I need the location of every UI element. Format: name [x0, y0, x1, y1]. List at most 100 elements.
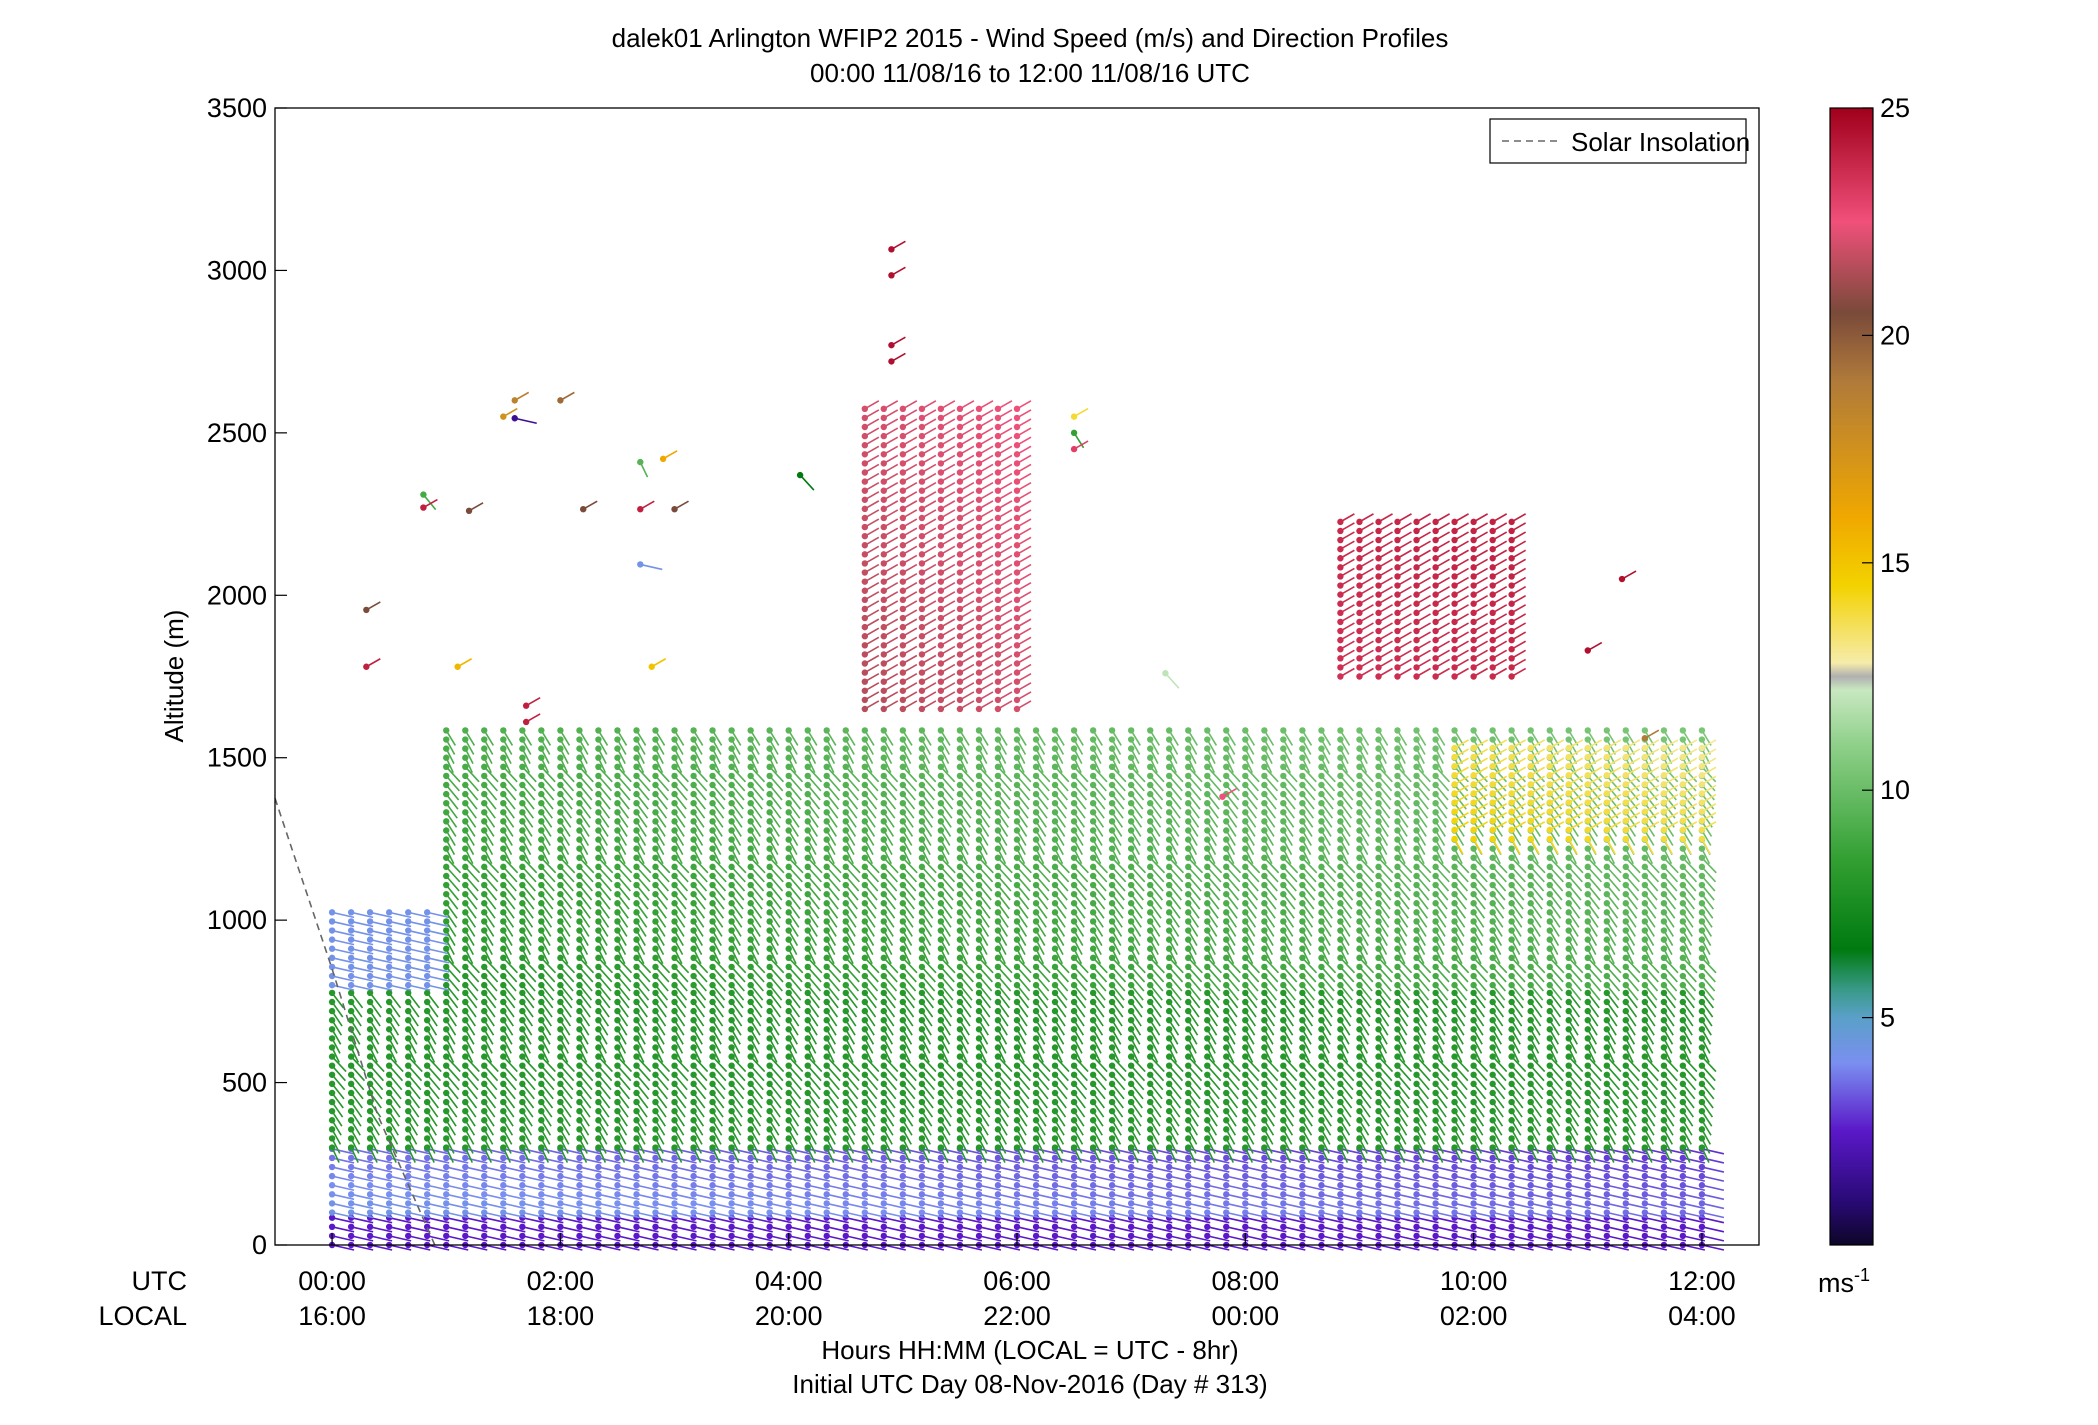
- wind-barb-staff: [1416, 1148, 1439, 1155]
- wind-barb-point: [1147, 1107, 1154, 1115]
- wind-barb-point: [462, 827, 469, 834]
- wind-barb-staff: [693, 1157, 716, 1164]
- wind-barb-point: [1280, 1154, 1287, 1162]
- wind-barb-point: [1641, 1154, 1649, 1162]
- wind-barb-staff: [408, 1202, 431, 1210]
- wind-barb-point: [538, 818, 545, 825]
- wind-barb-point: [842, 998, 849, 1006]
- wind-barb-staff: [388, 1202, 412, 1210]
- wind-barb-point: [595, 827, 602, 834]
- wind-barb-staff: [598, 1244, 621, 1251]
- wind-barb-point: [347, 909, 355, 916]
- wind-barb-point: [1185, 1026, 1192, 1033]
- wind-barb-point: [1432, 1126, 1439, 1133]
- wind-barb-point: [519, 963, 526, 971]
- wind-barb-staff: [1016, 1065, 1031, 1082]
- wind-barb-point: [1394, 998, 1401, 1006]
- wind-barb-point: [385, 1035, 393, 1042]
- wind-barb-point: [1299, 1191, 1306, 1198]
- wind-barb-point: [747, 1182, 754, 1189]
- wind-barb-point: [366, 1209, 374, 1216]
- wind-barb-point: [462, 1044, 469, 1051]
- wind-barb-point: [918, 1098, 926, 1106]
- wind-barb-staff: [1187, 1065, 1203, 1082]
- wind-barb-point: [880, 1209, 887, 1216]
- wind-barb-point: [1223, 1191, 1230, 1198]
- wind-barb-point: [709, 1089, 716, 1097]
- wind-barb-staff: [1625, 1244, 1648, 1251]
- wind-barb-point: [690, 1163, 697, 1171]
- wind-barb-point: [842, 1172, 849, 1180]
- wind-barb-point: [1223, 1044, 1230, 1051]
- wind-barb-point: [481, 845, 488, 852]
- wind-barb-point: [1660, 1126, 1668, 1133]
- wind-barb-staff: [503, 1202, 526, 1210]
- wind-barb-point: [937, 1053, 945, 1060]
- wind-barb-point: [1641, 1007, 1649, 1015]
- wind-barb-point: [519, 1126, 526, 1133]
- wind-barb-point: [728, 1135, 735, 1142]
- wind-barb-point: [614, 1135, 621, 1142]
- wind-barb-point: [500, 1117, 507, 1124]
- wind-barb-point: [690, 1089, 697, 1097]
- wind-barb-staff: [465, 1235, 488, 1242]
- wind-barb-staff: [1302, 1175, 1325, 1182]
- wind-barb-staff: [1454, 1244, 1477, 1251]
- wind-barb-point: [1470, 1135, 1477, 1142]
- wind-barb-staff: [1188, 1226, 1211, 1233]
- wind-barb-point: [1375, 1191, 1382, 1198]
- wind-barb-point: [366, 1200, 374, 1207]
- wind-barb-staff: [1321, 1148, 1344, 1155]
- wind-barb-point: [481, 1223, 488, 1231]
- wind-barb-staff: [1416, 1244, 1439, 1251]
- wind-barb-point: [1546, 1026, 1553, 1033]
- wind-barb-staff: [1188, 1166, 1211, 1173]
- wind-barb-point: [766, 1144, 773, 1151]
- wind-barb-point: [1356, 1016, 1363, 1024]
- wind-barb-point: [1051, 1098, 1059, 1106]
- wind-barb-point: [709, 1071, 716, 1078]
- wind-barb-point: [423, 1154, 431, 1162]
- wind-barb-point: [500, 1163, 507, 1171]
- wind-barb-staff: [902, 1202, 926, 1210]
- wind-barb-point: [1698, 1154, 1706, 1162]
- wind-barb-staff: [616, 1056, 633, 1073]
- wind-barb-staff: [1207, 1157, 1230, 1164]
- wind-barb-staff: [1358, 1074, 1373, 1091]
- wind-barb-staff: [1245, 1216, 1268, 1224]
- wind-barb-point: [1318, 1172, 1325, 1180]
- wind-barb-staff: [635, 1056, 652, 1073]
- wind-barb-point: [519, 1016, 526, 1024]
- wind-barb-staff: [1321, 1226, 1344, 1233]
- wind-barb-staff: [388, 1184, 412, 1192]
- wind-barb-point: [1147, 1089, 1154, 1097]
- wind-barb-point: [557, 989, 564, 997]
- wind-barb-staff: [769, 1202, 792, 1210]
- wind-barb-staff: [655, 1166, 678, 1173]
- wind-barb-staff: [864, 1148, 888, 1155]
- wind-barb-point: [1698, 1126, 1706, 1133]
- wind-barb-point: [328, 1107, 336, 1115]
- wind-barb-point: [671, 1026, 678, 1033]
- wind-barb-point: [1698, 1191, 1706, 1198]
- wind-barb-staff: [579, 1148, 602, 1155]
- wind-barb-point: [595, 1026, 602, 1033]
- wind-barb-staff: [1320, 1074, 1335, 1091]
- wind-barb-staff: [1207, 1216, 1230, 1224]
- wind-barb-point: [328, 1089, 336, 1097]
- wind-barb-point: [423, 1007, 431, 1015]
- wind-barb-point: [595, 1172, 602, 1180]
- wind-barb-point: [500, 1071, 507, 1078]
- wind-barb-point: [1108, 1107, 1116, 1115]
- wind-barb-point: [519, 736, 526, 743]
- wind-barb-point: [1470, 1191, 1477, 1198]
- wind-barb-staff: [465, 1157, 488, 1164]
- wind-barb-point: [709, 1200, 716, 1207]
- wind-barb-point: [785, 998, 792, 1006]
- wind-barb-point: [443, 781, 450, 789]
- wind-barb-staff: [1092, 1056, 1108, 1073]
- wind-barb-staff: [1188, 1148, 1211, 1155]
- wind-barb-point: [328, 1214, 336, 1221]
- wind-barb-point: [766, 1182, 773, 1189]
- wind-barb-point: [481, 809, 488, 816]
